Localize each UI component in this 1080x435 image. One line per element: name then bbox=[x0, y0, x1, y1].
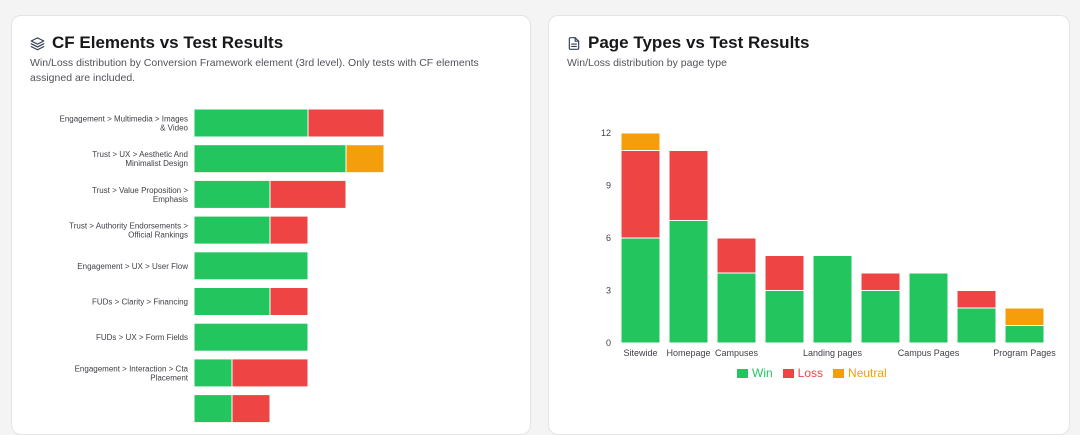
bar-segment-loss[interactable] bbox=[231, 394, 271, 424]
cf-elements-title-text: CF Elements vs Test Results bbox=[52, 33, 284, 52]
bar-segment-loss[interactable] bbox=[269, 215, 309, 245]
bar-segment-win[interactable] bbox=[716, 272, 757, 344]
bar-segment-neutral[interactable] bbox=[345, 144, 385, 174]
y-tick-label: 0 bbox=[606, 338, 611, 348]
legend-loss[interactable]: Loss bbox=[782, 366, 824, 380]
bar-segment-win[interactable] bbox=[193, 394, 233, 424]
bar-segment-loss[interactable] bbox=[231, 358, 309, 388]
page-types-chart: 0 3 6 9 12 Sitewide Homepage Campuses Landing pa… bbox=[601, 128, 1056, 358]
y-tick-label: FUDs > Clarity > Financing bbox=[92, 298, 188, 307]
x-tick-label: Homepage bbox=[666, 348, 710, 358]
legend-win-swatch bbox=[737, 368, 748, 378]
y-tick-label: Engagement > UX > User Flow bbox=[77, 262, 188, 271]
bar-segment-win[interactable] bbox=[193, 144, 347, 174]
bar-segment-win[interactable] bbox=[668, 220, 709, 344]
bar-segment-loss[interactable] bbox=[668, 150, 709, 221]
x-tick-label: Sitewide bbox=[623, 348, 657, 358]
cf-elements-card: CF Elements vs Test Results Win/Loss dis… bbox=[11, 15, 531, 435]
bar-segment-loss[interactable] bbox=[269, 287, 309, 316]
bar-segment-win[interactable] bbox=[193, 287, 271, 316]
bar-segment-loss[interactable] bbox=[307, 108, 385, 138]
bar-segment-win[interactable] bbox=[620, 237, 661, 344]
bar-segment-loss[interactable] bbox=[269, 179, 347, 209]
bar-segment-loss[interactable] bbox=[860, 272, 901, 291]
x-tick-label: Campuses bbox=[715, 348, 759, 358]
legend-loss-label: Loss bbox=[797, 366, 824, 380]
y-tick-label: 3 bbox=[606, 286, 611, 296]
y-tick-label: 9 bbox=[606, 181, 611, 191]
bar-segment-neutral[interactable] bbox=[1004, 307, 1045, 326]
bar-segment-loss[interactable] bbox=[764, 255, 805, 291]
bar-segment-win[interactable] bbox=[1004, 325, 1045, 344]
y-tick-label: Trust > UX > Aesthetic And Minimalist Des… bbox=[92, 150, 188, 168]
bar-segment-neutral[interactable] bbox=[620, 132, 661, 151]
y-tick-label: 12 bbox=[601, 128, 611, 138]
bar-segment-win[interactable] bbox=[193, 251, 309, 281]
y-tick-label: Engagement > Multimedia > Images & Video bbox=[59, 115, 188, 133]
page-types-title: Page Types vs Test Results bbox=[567, 33, 809, 53]
legend-neutral[interactable]: Neutral bbox=[833, 366, 887, 380]
bar-segment-loss[interactable] bbox=[620, 150, 661, 239]
y-tick-label: Engagement > Interaction > Cta Placement bbox=[75, 364, 189, 382]
cf-elements-subtitle: Win/Loss distribution by Conversion Fram… bbox=[30, 57, 479, 84]
bar-segment-win[interactable] bbox=[193, 108, 309, 138]
page-types-subtitle: Win/Loss distribution by page type bbox=[567, 57, 727, 69]
bar-segment-loss[interactable] bbox=[956, 290, 997, 309]
x-tick-label: Program Pages bbox=[993, 348, 1056, 358]
y-tick-label: Trust > Authority Endorsements > Official… bbox=[69, 222, 188, 240]
bar-segment-win[interactable] bbox=[812, 255, 853, 344]
cf-elements-chart: Engagement > Multimedia > Images & Video T… bbox=[59, 108, 385, 424]
bar-segment-win[interactable] bbox=[908, 272, 949, 344]
y-tick-label: Trust > Value Proposition > Emphasis bbox=[92, 186, 188, 204]
bar-segment-win[interactable] bbox=[193, 358, 233, 388]
bar-segment-win[interactable] bbox=[956, 307, 997, 344]
bar-segment-win[interactable] bbox=[193, 215, 271, 245]
legend-win[interactable]: Win bbox=[737, 366, 773, 380]
bar-segment-win[interactable] bbox=[764, 290, 805, 344]
bar-segment-win[interactable] bbox=[193, 322, 309, 352]
legend-loss-swatch bbox=[782, 368, 794, 378]
y-tick-label: FUDs > UX > Form Fields bbox=[96, 333, 188, 342]
chart-legend: Win Loss Neutral bbox=[737, 366, 887, 380]
page-types-title-text: Page Types vs Test Results bbox=[588, 33, 810, 52]
y-tick-label: 6 bbox=[606, 233, 611, 243]
bar-segment-win[interactable] bbox=[860, 290, 901, 344]
bar-segment-loss[interactable] bbox=[716, 237, 757, 274]
legend-neutral-label: Neutral bbox=[848, 366, 887, 380]
page-types-card: Page Types vs Test Results Win/Loss dist… bbox=[548, 15, 1070, 435]
bar-segment-win[interactable] bbox=[193, 179, 271, 209]
legend-neutral-swatch bbox=[833, 368, 845, 378]
x-tick-label: Landing pages bbox=[803, 348, 863, 358]
layers-icon bbox=[30, 36, 45, 50]
cf-elements-title: CF Elements vs Test Results bbox=[30, 33, 283, 53]
x-tick-label: Campus Pages bbox=[898, 348, 960, 358]
document-icon bbox=[568, 36, 580, 50]
legend-win-label: Win bbox=[752, 366, 773, 380]
